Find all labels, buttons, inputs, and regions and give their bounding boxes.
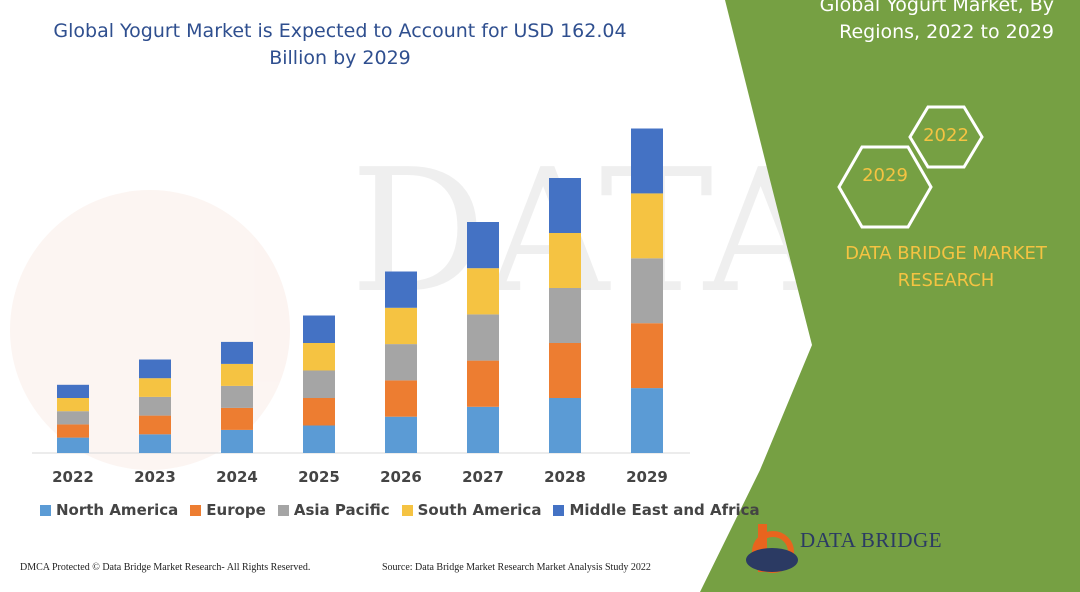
legend-swatch	[40, 504, 51, 516]
hexagon-icon	[837, 105, 984, 229]
right-panel	[700, 0, 1080, 592]
legend-swatch	[190, 504, 202, 516]
bar-2025-europe	[303, 398, 335, 426]
bar-2029-europe	[631, 323, 663, 389]
hex-label-2022: 2022	[923, 125, 969, 146]
bar-2024-asia-pacific	[221, 385, 253, 408]
bar-2025-south-america	[303, 343, 335, 371]
legend-label: Middle East and Africa	[569, 501, 760, 519]
source-text: Source: Data Bridge Market Research Mark…	[382, 562, 651, 573]
x-tick-label: 2023	[134, 468, 176, 486]
legend-swatch	[401, 504, 413, 516]
bar-2026-asia-pacific	[385, 344, 417, 381]
brand-text: DATA BRIDGE MARKET RESEARCH	[845, 243, 1047, 291]
bar-2029-asia-pacific	[631, 258, 663, 324]
tick-labels-group: 2022 2023 2024 2025 2026 2027 2028 2029	[52, 468, 668, 486]
bar-2029-middle-east-and-africa	[631, 128, 663, 194]
bar-2022-south-america	[57, 398, 89, 412]
legend-item: Europe	[190, 501, 266, 519]
bar-2023-asia-pacific	[139, 396, 171, 416]
bar-2023-south-america	[139, 378, 171, 397]
logo-icon	[746, 524, 798, 573]
x-tick-label: 2026	[380, 468, 422, 486]
bars-group	[57, 128, 663, 453]
bar-2028-asia-pacific	[549, 288, 581, 343]
x-tick-label: 2029	[626, 468, 668, 486]
bar-2024-south-america	[221, 363, 253, 386]
bar-2023-europe	[139, 415, 171, 435]
bar-2022-asia-pacific	[57, 411, 89, 425]
chart-title: Global Yogurt Market is Expected to Acco…	[53, 20, 627, 69]
bar-2028-north-america	[549, 398, 581, 453]
bar-2025-middle-east-and-africa	[303, 315, 335, 343]
hex-label-2029: 2029	[862, 165, 908, 186]
legend-label: North America	[56, 501, 179, 519]
legend-swatch	[553, 504, 565, 516]
bar-2022-north-america	[57, 437, 89, 453]
bar-2026-middle-east-and-africa	[385, 271, 417, 308]
x-tick-label: 2028	[544, 468, 586, 486]
bar-2028-middle-east-and-africa	[549, 178, 581, 233]
logo-text: DATA BRIDGE	[800, 528, 943, 552]
panel-title: Global Yogurt Market, By Regions, 2022 t…	[819, 0, 1054, 43]
legend-label: Europe	[206, 501, 266, 519]
x-tick-label: 2024	[216, 468, 258, 486]
legend-item: North America	[40, 501, 178, 519]
legend-swatch	[277, 504, 289, 516]
bar-2024-europe	[221, 407, 253, 430]
legend-label: Asia Pacific	[293, 501, 390, 519]
bar-2025-asia-pacific	[303, 370, 335, 398]
bar-2023-north-america	[139, 434, 171, 453]
legend-item: Middle East and Africa	[553, 501, 760, 519]
x-tick-label: 2027	[462, 468, 504, 486]
bar-2028-south-america	[549, 233, 581, 288]
legend-item: South America	[401, 501, 542, 519]
bar-2027-middle-east-and-africa	[467, 222, 499, 269]
bar-2026-north-america	[385, 416, 417, 453]
bar-2029-south-america	[631, 193, 663, 259]
legend-label: South America	[417, 501, 542, 519]
bar-2027-europe	[467, 360, 499, 407]
bar-2029-north-america	[631, 388, 663, 453]
bar-2026-south-america	[385, 307, 417, 345]
bar-2022-middle-east-and-africa	[57, 384, 89, 398]
bar-2026-europe	[385, 380, 417, 417]
bar-2027-asia-pacific	[467, 314, 499, 361]
bar-2027-north-america	[467, 406, 499, 453]
bar-2024-north-america	[221, 429, 253, 453]
bar-2027-south-america	[467, 268, 499, 315]
bar-2024-middle-east-and-africa	[221, 341, 253, 364]
bar-2022-europe	[57, 424, 89, 438]
bar-2023-middle-east-and-africa	[139, 359, 171, 379]
bar-2028-europe	[549, 343, 581, 398]
legend-item: Asia Pacific	[277, 501, 390, 519]
copyright-text: DMCA Protected © Data Bridge Market Rese…	[20, 562, 311, 573]
x-tick-label: 2022	[52, 468, 94, 486]
x-tick-label: 2025	[298, 468, 340, 486]
legend: North America Europe Asia Pacific South …	[40, 501, 760, 519]
bar-2025-north-america	[303, 425, 335, 453]
